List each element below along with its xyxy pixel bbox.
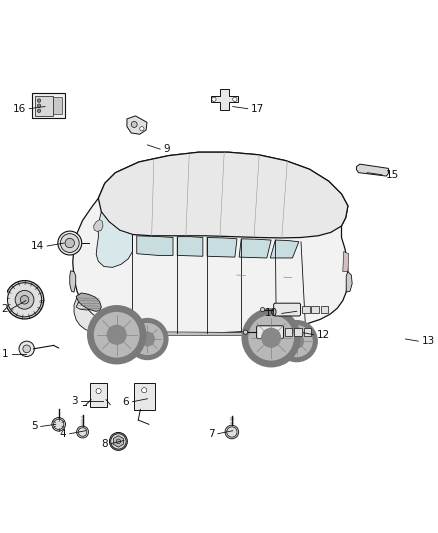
Circle shape: [7, 282, 42, 317]
Circle shape: [37, 109, 41, 112]
Polygon shape: [113, 435, 124, 447]
Circle shape: [131, 122, 137, 127]
Polygon shape: [211, 89, 238, 109]
Circle shape: [19, 341, 34, 357]
Circle shape: [96, 389, 101, 394]
Circle shape: [65, 238, 74, 248]
Circle shape: [23, 345, 31, 353]
Circle shape: [127, 319, 168, 359]
Circle shape: [244, 330, 247, 334]
Text: 5: 5: [31, 422, 37, 432]
Circle shape: [140, 126, 144, 131]
Text: 7: 7: [208, 429, 214, 439]
Text: 14: 14: [31, 241, 44, 251]
Circle shape: [37, 104, 41, 107]
Circle shape: [290, 334, 304, 348]
Circle shape: [262, 328, 280, 347]
Circle shape: [95, 312, 139, 357]
Circle shape: [53, 419, 64, 430]
FancyBboxPatch shape: [302, 306, 310, 313]
Circle shape: [212, 97, 216, 101]
Text: 8: 8: [101, 439, 108, 449]
Circle shape: [281, 326, 312, 357]
Circle shape: [132, 324, 163, 354]
Circle shape: [5, 280, 44, 319]
FancyBboxPatch shape: [311, 306, 319, 313]
Text: 1: 1: [2, 349, 8, 359]
Text: 10: 10: [265, 309, 279, 318]
Polygon shape: [177, 237, 203, 256]
Polygon shape: [346, 272, 352, 292]
Circle shape: [233, 97, 237, 101]
FancyBboxPatch shape: [53, 97, 62, 115]
FancyBboxPatch shape: [35, 95, 53, 116]
Text: 4: 4: [60, 429, 67, 439]
Circle shape: [249, 316, 293, 360]
FancyBboxPatch shape: [304, 328, 311, 336]
FancyBboxPatch shape: [32, 93, 65, 118]
Polygon shape: [76, 301, 94, 310]
Polygon shape: [96, 212, 132, 268]
Circle shape: [111, 434, 126, 449]
FancyBboxPatch shape: [134, 383, 155, 410]
Circle shape: [261, 308, 265, 312]
FancyBboxPatch shape: [90, 383, 107, 407]
Polygon shape: [137, 236, 173, 255]
Polygon shape: [76, 293, 101, 311]
Polygon shape: [99, 152, 348, 238]
Circle shape: [37, 99, 41, 102]
Circle shape: [78, 428, 87, 437]
Text: 17: 17: [251, 103, 264, 114]
Circle shape: [116, 439, 121, 443]
Circle shape: [110, 432, 127, 450]
Text: 3: 3: [71, 396, 78, 406]
Text: 13: 13: [422, 336, 435, 346]
Circle shape: [88, 306, 146, 364]
Polygon shape: [343, 252, 349, 272]
Text: 6: 6: [123, 397, 129, 407]
Polygon shape: [270, 240, 299, 258]
Circle shape: [141, 332, 154, 346]
Text: 9: 9: [164, 144, 170, 154]
Circle shape: [107, 325, 126, 344]
Polygon shape: [74, 294, 124, 333]
Polygon shape: [207, 238, 237, 257]
Text: 2: 2: [1, 304, 7, 314]
Polygon shape: [73, 152, 348, 333]
Circle shape: [60, 233, 79, 253]
Circle shape: [15, 290, 34, 309]
Polygon shape: [239, 239, 271, 258]
FancyBboxPatch shape: [274, 303, 300, 316]
FancyBboxPatch shape: [294, 328, 302, 336]
Polygon shape: [70, 271, 76, 292]
Circle shape: [52, 417, 66, 431]
Text: 15: 15: [385, 170, 399, 180]
Circle shape: [242, 309, 300, 367]
Circle shape: [20, 295, 29, 304]
FancyBboxPatch shape: [321, 306, 328, 313]
Polygon shape: [127, 116, 147, 134]
Circle shape: [225, 425, 239, 439]
Circle shape: [276, 321, 317, 361]
Polygon shape: [357, 164, 389, 176]
Text: 16: 16: [13, 103, 26, 114]
Polygon shape: [94, 220, 103, 231]
Circle shape: [141, 387, 147, 393]
FancyBboxPatch shape: [285, 328, 293, 336]
FancyBboxPatch shape: [257, 326, 283, 338]
Circle shape: [77, 426, 88, 438]
Polygon shape: [94, 332, 272, 336]
Circle shape: [227, 427, 237, 437]
Text: 12: 12: [317, 330, 330, 340]
Circle shape: [58, 231, 82, 255]
